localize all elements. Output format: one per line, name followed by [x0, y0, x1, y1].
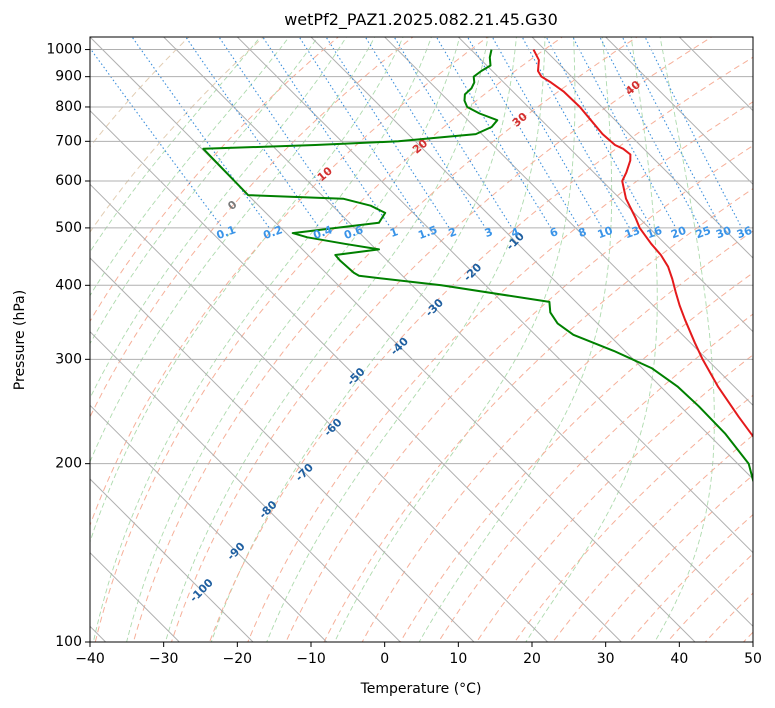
moist-adiabat	[90, 37, 261, 253]
x-tick-label: −20	[223, 651, 253, 667]
isotherm-line	[90, 478, 254, 642]
mixing-ratio-line	[262, 37, 392, 229]
moist-adiabat	[164, 37, 489, 642]
moist-adiabat	[266, 37, 546, 642]
x-axis-label: Temperature (°C)	[360, 681, 482, 697]
x-tick-label: 50	[744, 651, 762, 667]
dry-adiabat	[476, 354, 753, 642]
moist-adiabat	[334, 37, 576, 642]
isotherm-line	[90, 37, 696, 642]
mixing-ratio-label: 3	[483, 225, 495, 240]
x-tick-label: 30	[597, 651, 615, 667]
moist-adiabat	[525, 37, 658, 642]
mixing-ratio-label: 0.1	[215, 223, 238, 242]
y-tick-label: 400	[55, 277, 82, 293]
y-axis-label: Pressure (hPa)	[12, 290, 28, 390]
dry-adiabat	[90, 37, 414, 419]
x-tick-label: 10	[449, 651, 467, 667]
x-tick-label: −30	[149, 651, 179, 667]
moist-adiabat	[90, 37, 376, 463]
plot-frame	[89, 36, 754, 643]
mixing-ratio-line	[218, 37, 351, 229]
isotherm-line	[236, 37, 753, 554]
moist-adiabat	[210, 37, 517, 642]
temperature-profile-line	[532, 49, 753, 438]
dewpoint-profile-line	[202, 49, 753, 484]
mixing-ratio-line	[131, 37, 270, 229]
mixing-ratio-line	[298, 37, 425, 229]
y-tick-label: 200	[55, 456, 82, 472]
mixing-ratio-label: 6	[548, 225, 560, 240]
y-tick-label: 800	[55, 99, 82, 115]
mixing-ratio-label: 16	[645, 224, 664, 242]
dry-adiabat	[514, 394, 753, 642]
mixing-ratio-label: 4	[509, 225, 521, 240]
isotherm-line	[531, 37, 753, 259]
moist-adiabat	[90, 37, 404, 544]
isotherm-line	[90, 257, 475, 642]
x-tick-label: 0	[380, 651, 389, 667]
y-tick-label: 1000	[46, 42, 82, 58]
moist-adiabat	[126, 37, 461, 642]
mixing-ratio-label: 36	[735, 224, 754, 242]
mixing-ratio-label: 0.2	[262, 223, 285, 242]
mixing-ratio-line	[325, 37, 450, 229]
moist-adiabat	[90, 37, 290, 297]
isotherm-line	[90, 109, 623, 642]
mixing-ratio-label: 2	[447, 225, 459, 240]
mixing-ratio-line	[90, 47, 223, 229]
mixing-ratio-line	[572, 37, 677, 229]
isotherm-line	[162, 37, 753, 628]
x-tick-label: −10	[296, 651, 326, 667]
isotherm-line	[90, 183, 549, 642]
mixing-ratio-label: 0.6	[342, 223, 365, 242]
mixing-ratio-label: 30	[714, 224, 733, 242]
mixing-ratio-label: 10	[596, 224, 615, 242]
isotherm-line	[457, 37, 753, 333]
mixing-ratio-line	[393, 37, 513, 229]
mixing-ratio-line	[621, 37, 722, 229]
mixing-ratio-label: 20	[669, 224, 688, 242]
isotherm-line	[90, 330, 402, 642]
profile-series	[202, 49, 753, 484]
y-tick-label: 600	[55, 173, 82, 189]
mixing-ratio-label: 13	[623, 224, 642, 241]
mixing-ratio-label: 0.4	[311, 223, 334, 242]
dry-adiabat	[90, 37, 489, 527]
pressure-grid	[90, 49, 753, 642]
moist-adiabat	[654, 37, 715, 642]
mixing-ratio-line	[599, 37, 701, 229]
x-tick-label: 20	[523, 651, 541, 667]
moist-adiabat	[90, 37, 347, 400]
moist-adiabat	[92, 37, 432, 642]
isotherm-line	[310, 37, 753, 480]
mixing-ratio-label: 25	[694, 224, 713, 241]
isotherm-line	[90, 404, 328, 642]
y-tick-label: 700	[55, 133, 82, 149]
mixing-ratio-label: 1	[388, 225, 400, 240]
mixing-ratio-line	[364, 37, 486, 229]
mixing-ratio-line	[466, 37, 580, 229]
moist-adiabat	[90, 37, 319, 345]
mixing-ratio-label: 8	[577, 225, 589, 240]
moist-adiabat	[418, 37, 613, 642]
axis-ticks: −40 −30 −20 −10 0 10 20 30 40 5010020030040050060…	[46, 42, 762, 667]
mixing-ratio-line	[185, 37, 320, 229]
chart-title: wetPf2_PAZ1.2025.082.21.45.G30	[284, 10, 558, 30]
y-tick-label: 300	[55, 351, 82, 367]
x-tick-label: 40	[670, 651, 688, 667]
y-tick-label: 500	[55, 220, 82, 236]
y-tick-label: 900	[55, 69, 82, 85]
y-tick-label: 100	[55, 634, 82, 650]
x-tick-label: −40	[75, 651, 105, 667]
isotherm-line	[604, 37, 753, 186]
mixing-ratio-label: 1.5	[416, 223, 439, 242]
isotherm-line	[383, 37, 753, 407]
